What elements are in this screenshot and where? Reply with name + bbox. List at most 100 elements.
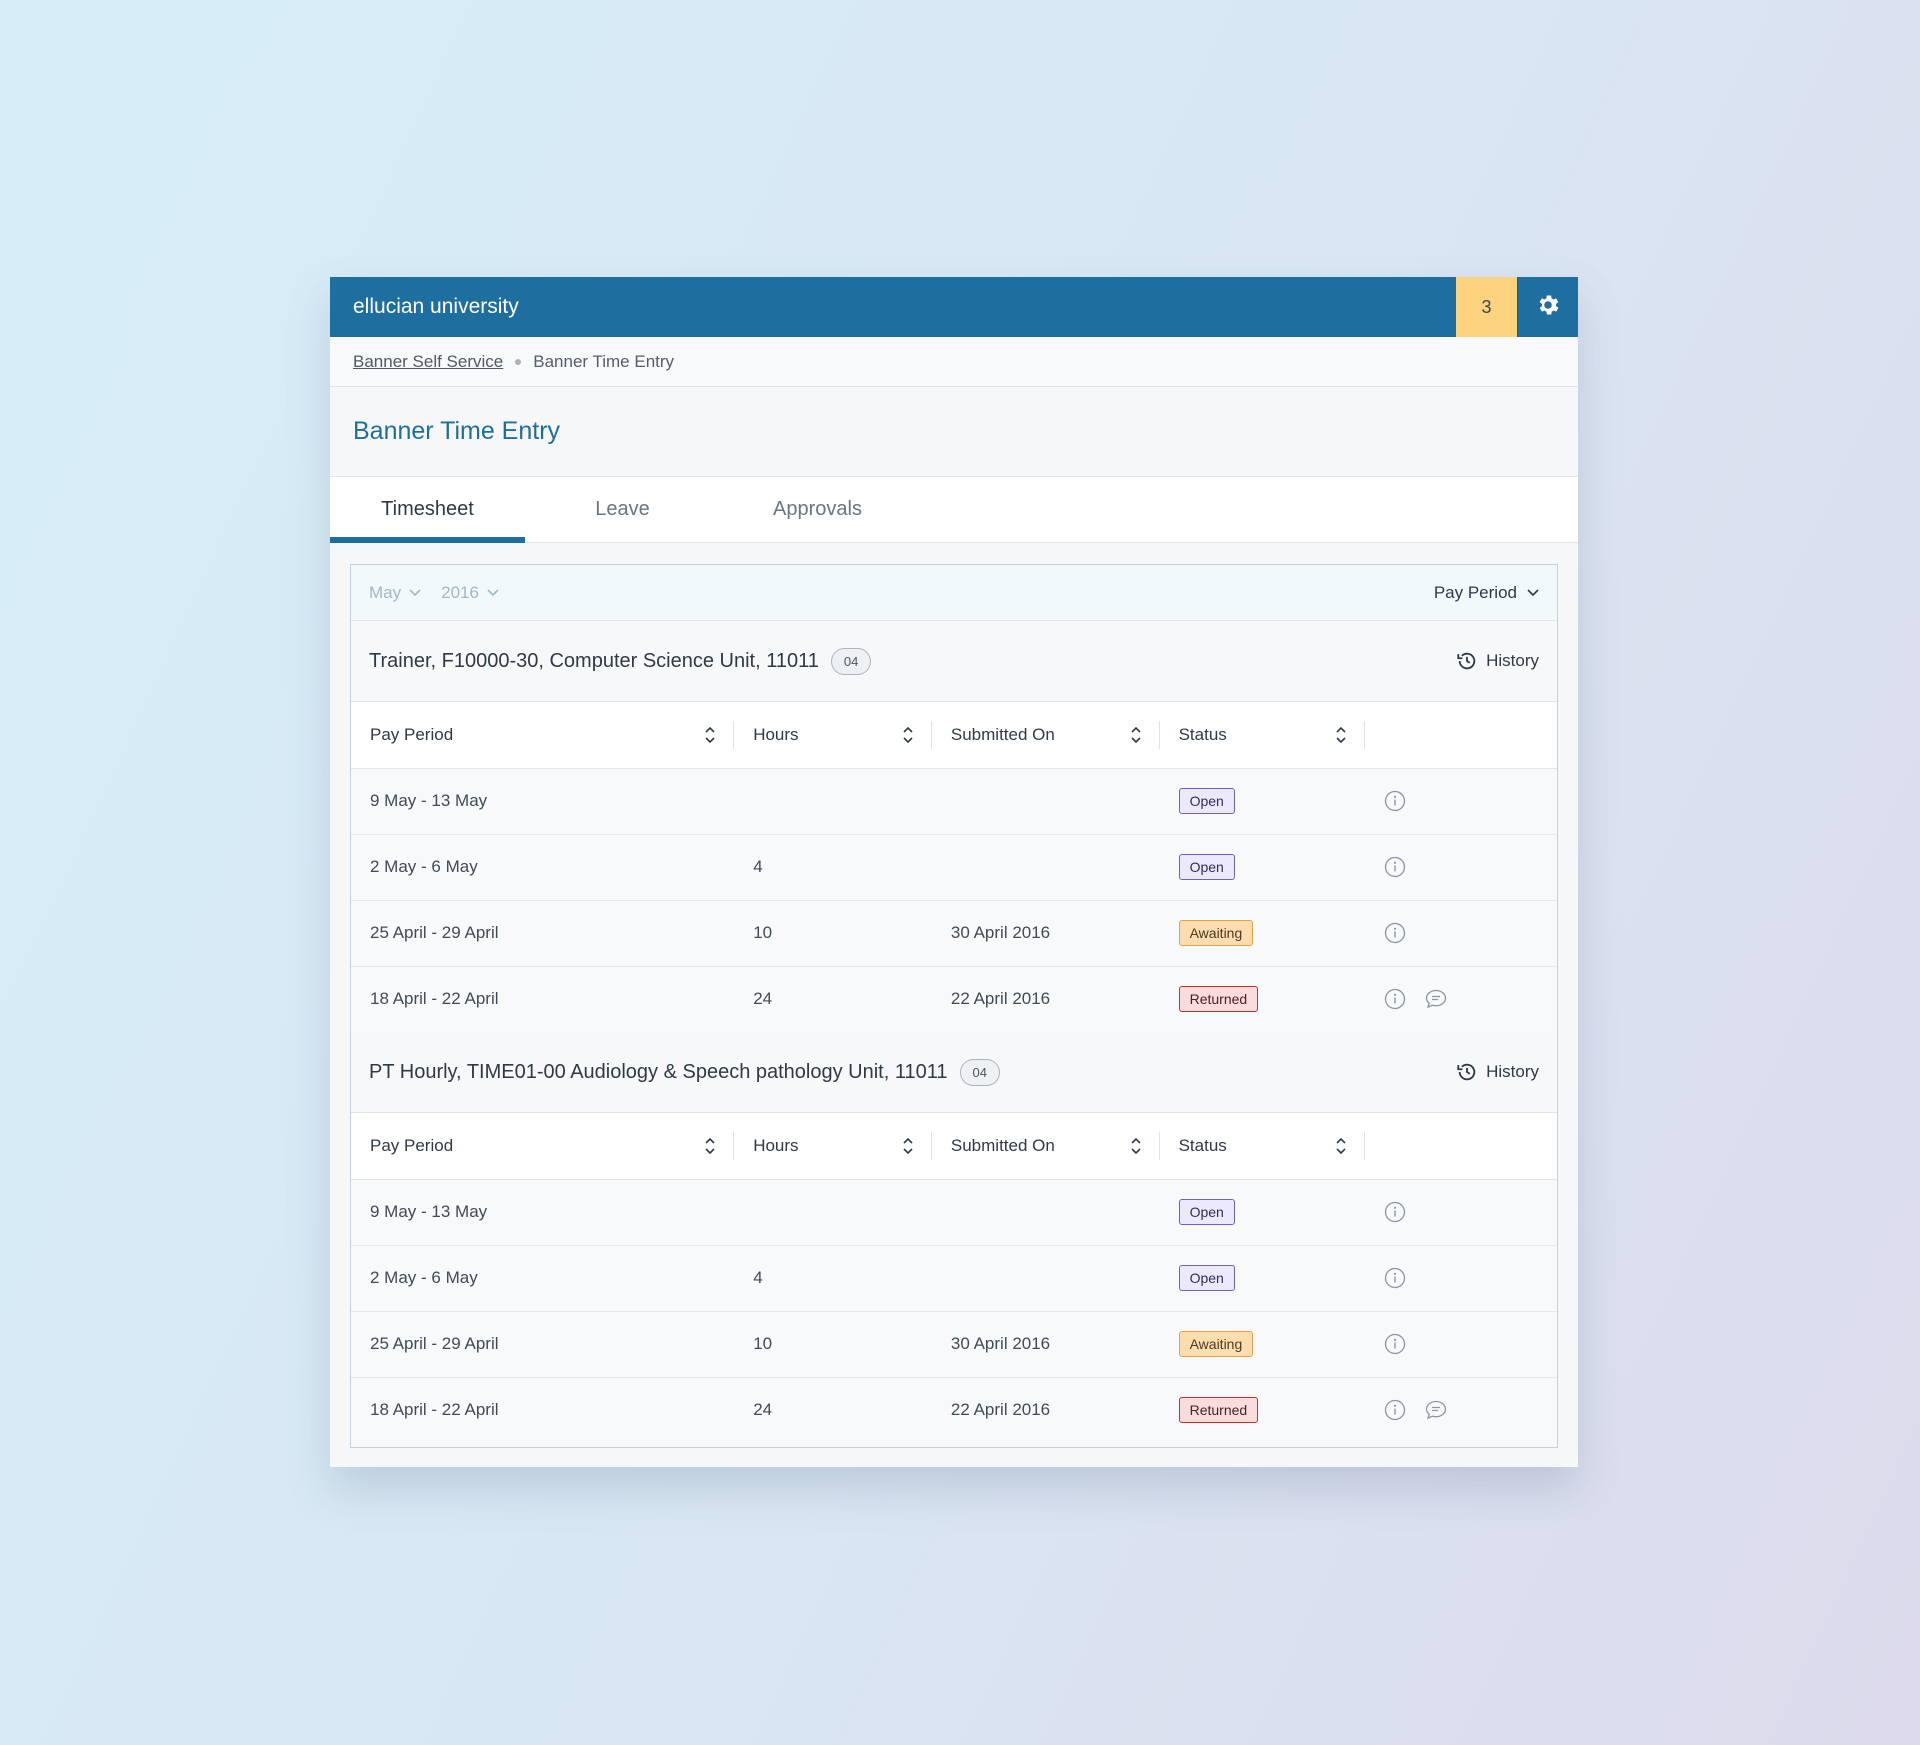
comment-icon[interactable]	[1424, 1399, 1448, 1421]
table-row[interactable]: 25 April - 29 April 10 30 April 2016 Awa…	[351, 900, 1557, 967]
sort-icon[interactable]	[1336, 1137, 1346, 1155]
breadcrumb-link-self-service[interactable]: Banner Self Service	[353, 351, 504, 371]
job-header: Trainer, F10000-30, Computer Science Uni…	[351, 621, 1557, 702]
pay-period-cell: 18 April - 22 April	[351, 1377, 735, 1443]
pay-period-cell: 9 May - 13 May	[351, 1179, 735, 1246]
table-row[interactable]: 9 May - 13 May Open	[351, 1179, 1557, 1246]
status-badge: Open	[1178, 788, 1235, 814]
settings-button[interactable]	[1517, 277, 1578, 337]
status-cell: Returned	[1159, 966, 1366, 1032]
info-icon[interactable]	[1384, 988, 1406, 1010]
info-icon[interactable]	[1384, 856, 1406, 878]
sort-icon[interactable]	[1131, 726, 1141, 744]
actions-cell	[1365, 1377, 1557, 1443]
column-header[interactable]: Hours	[734, 702, 932, 769]
table-row[interactable]: 2 May - 6 May 4 Open	[351, 834, 1557, 901]
info-icon[interactable]	[1384, 1333, 1406, 1355]
column-header[interactable]: Hours	[734, 1113, 932, 1180]
tab-leave[interactable]: Leave	[595, 498, 650, 520]
column-header-label: Status	[1178, 724, 1227, 744]
chevron-down-icon	[487, 588, 499, 596]
history-button[interactable]: History	[1456, 650, 1539, 672]
actions-cell	[1365, 900, 1557, 967]
submitted-on-cell	[931, 768, 1160, 835]
history-button[interactable]: History	[1456, 1061, 1539, 1083]
column-header-label: Submitted On	[950, 1135, 1055, 1155]
year-value: 2016	[441, 582, 479, 602]
table-row[interactable]: 18 April - 22 April 24 22 April 2016 Ret…	[351, 1377, 1557, 1443]
submitted-on-cell: 22 April 2016	[931, 966, 1160, 1032]
info-icon[interactable]	[1384, 922, 1406, 944]
column-header-label: Pay Period	[370, 724, 454, 744]
pay-period-cell: 25 April - 29 April	[351, 900, 735, 967]
sort-icon[interactable]	[1336, 726, 1346, 744]
status-cell: Awaiting	[1159, 1311, 1366, 1378]
column-header[interactable]: Submitted On	[931, 702, 1160, 769]
sort-icon	[1336, 726, 1346, 743]
pay-period-cell: 18 April - 22 April	[351, 966, 735, 1032]
filter-bar: May 2016 Pay Period	[351, 565, 1557, 621]
timesheet-table: Pay Period Hours Submitted On Status 9 May …	[351, 702, 1557, 1032]
sort-icon[interactable]	[903, 1137, 913, 1155]
actions-cell	[1365, 1245, 1557, 1312]
title-bar: Banner Time Entry	[330, 387, 1578, 477]
breadcrumb-separator	[515, 358, 522, 365]
info-icon[interactable]	[1384, 1267, 1406, 1289]
column-header[interactable]: Pay Period	[351, 702, 735, 769]
hours-cell	[734, 768, 932, 835]
column-header[interactable]: Status	[1159, 1113, 1366, 1180]
pay-period-cell: 2 May - 6 May	[351, 1245, 735, 1312]
status-cell: Open	[1159, 1179, 1366, 1246]
notification-count-button[interactable]: 3	[1456, 277, 1517, 337]
status-cell: Returned	[1159, 1377, 1366, 1443]
info-icon[interactable]	[1384, 1201, 1406, 1223]
tab-bar: Timesheet Leave Approvals	[330, 477, 1578, 543]
year-dropdown[interactable]: 2016	[441, 583, 499, 603]
submitted-on-cell	[931, 834, 1160, 901]
hours-cell: 24	[734, 966, 932, 1032]
column-header[interactable]: Status	[1159, 702, 1366, 769]
sort-icon[interactable]	[1131, 1137, 1141, 1155]
history-label: History	[1486, 651, 1539, 670]
comment-icon[interactable]	[1424, 988, 1448, 1010]
sort-icon[interactable]	[705, 726, 715, 744]
status-cell: Open	[1159, 1245, 1366, 1312]
column-header-actions	[1365, 702, 1557, 769]
hours-cell: 4	[734, 1245, 932, 1312]
status-cell: Open	[1159, 834, 1366, 901]
hours-cell: 4	[734, 834, 932, 901]
chevron-down-icon	[409, 588, 421, 596]
table-row[interactable]: 2 May - 6 May 4 Open	[351, 1245, 1557, 1312]
sort-icon	[1131, 1137, 1141, 1154]
sort-icon[interactable]	[705, 1137, 715, 1155]
status-badge: Open	[1178, 1265, 1235, 1291]
table-row[interactable]: 18 April - 22 April 24 22 April 2016 Ret…	[351, 966, 1557, 1032]
info-icon[interactable]	[1384, 790, 1406, 812]
sort-icon	[903, 1137, 913, 1154]
table-row[interactable]: 25 April - 29 April 10 30 April 2016 Awa…	[351, 1311, 1557, 1378]
tab-timesheet[interactable]: Timesheet	[330, 477, 525, 543]
brand-name: ellucian university	[353, 295, 519, 318]
info-icon[interactable]	[1384, 1399, 1406, 1421]
month-value: May	[369, 582, 402, 602]
hours-cell: 24	[734, 1377, 932, 1443]
column-header-actions	[1365, 1113, 1557, 1180]
month-dropdown[interactable]: May	[369, 583, 421, 603]
chevron-down-icon	[1527, 588, 1539, 596]
status-badge: Open	[1178, 1199, 1235, 1225]
column-header[interactable]: Submitted On	[931, 1113, 1160, 1180]
history-icon	[1456, 650, 1486, 672]
status-badge: Returned	[1178, 1397, 1259, 1424]
history-label: History	[1486, 1062, 1539, 1081]
actions-cell	[1365, 834, 1557, 901]
job-list: Trainer, F10000-30, Computer Science Uni…	[351, 621, 1557, 1443]
view-dropdown[interactable]: Pay Period	[1434, 583, 1539, 603]
actions-cell	[1365, 1179, 1557, 1246]
tab-approvals[interactable]: Approvals	[773, 498, 862, 520]
sort-icon[interactable]	[903, 726, 913, 744]
status-badge: Awaiting	[1178, 920, 1254, 946]
status-cell: Open	[1159, 768, 1366, 835]
hours-cell: 10	[734, 900, 932, 967]
column-header[interactable]: Pay Period	[351, 1113, 735, 1180]
table-row[interactable]: 9 May - 13 May Open	[351, 768, 1557, 835]
